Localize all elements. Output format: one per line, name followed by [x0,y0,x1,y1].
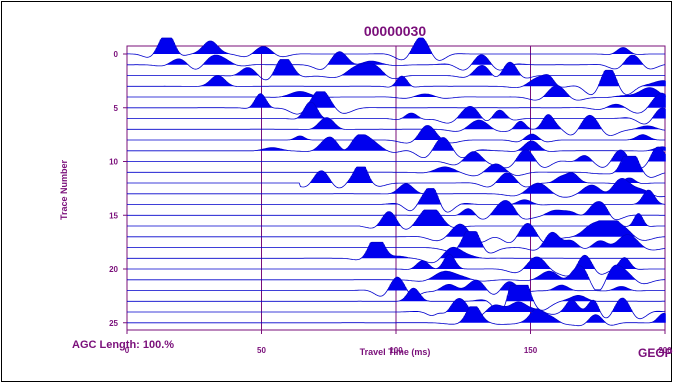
trace-line [127,241,665,264]
trace-line [127,231,666,254]
trace-line [127,37,665,61]
trace-fill [197,91,666,108]
trace-line [127,85,666,101]
y-axis-label: Trace Number [59,159,69,220]
x-axis-label: Travel Time (ms) [360,347,431,357]
agc-length-label: AGC Length: 100.% [72,339,175,351]
trace-line [127,155,666,178]
y-tick-label: 10 [109,158,118,167]
trace-line [127,220,665,244]
trace-line [127,209,665,230]
tick-layer: 0 50 100 150 200 0 5 10 15 20 25 [109,50,672,355]
x-tick-label: 100 [389,346,403,355]
trace-line [127,134,666,158]
x-tick-label: 0 [125,346,130,355]
trace-fill [254,134,666,151]
trace-line [127,177,666,198]
trace-line [127,51,666,71]
y-tick-label: 0 [114,50,119,59]
x-tick-label: 150 [524,346,538,355]
y-tick-label: 5 [114,104,119,113]
trace-line [127,284,665,312]
trace-line [127,200,665,221]
trace-fill [232,59,522,76]
trace-layer [126,37,666,327]
trace-fill [457,231,645,248]
y-tick-label: 20 [109,265,118,274]
trace-line [127,146,666,169]
trace-line [127,297,666,320]
brand-label: GEOP [638,346,673,360]
trace-line [127,114,666,137]
x-tick-label: 200 [658,346,672,355]
trace-line [127,276,665,297]
trace-fill [279,85,666,97]
trace-line [127,91,666,115]
trace-line [127,69,666,96]
trace-line [127,166,665,189]
trace-line [127,102,666,125]
y-tick-label: 15 [109,211,118,220]
trace-line [127,188,666,213]
x-tick-label: 50 [257,346,266,355]
trace-fill [295,102,666,119]
y-tick-label: 25 [109,319,118,328]
trace-line [127,306,666,327]
chart-title: 00000030 [364,23,427,39]
trace-line [127,125,665,144]
